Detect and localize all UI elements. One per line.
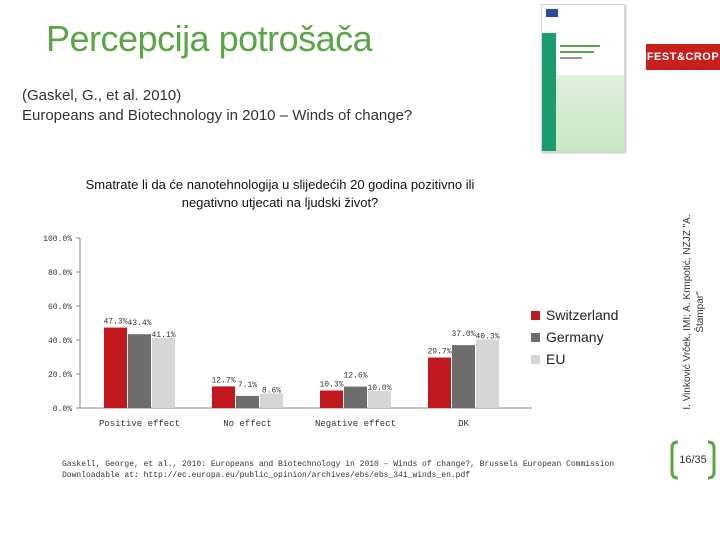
bar-germany [236,395,259,408]
y-tick-label: 80.0% [48,269,72,278]
legend-swatch-eu [531,355,540,364]
data-label: 29.7% [427,348,451,357]
bar-switzerland [104,327,127,408]
y-tick-label: 40.0% [48,337,72,346]
right-sidebar [668,0,720,540]
data-label: 43.4% [127,319,151,328]
y-tick-label: 0.0% [53,405,72,414]
data-label: 7.1% [238,381,257,390]
data-label: 40.3% [475,332,499,341]
bar-eu [368,391,391,408]
legend-swatch-germany [531,333,540,342]
legend-label-germany: Germany [546,329,604,345]
category-label: No effect [223,419,272,429]
y-tick-label: 60.0% [48,303,72,312]
bar-eu [152,338,175,408]
page-bracket-icon [670,440,716,480]
data-label: 10.3% [319,380,343,389]
bar-eu [476,339,499,408]
bar-germany [344,386,367,408]
slide-title: Percepcija potrošača [46,18,373,59]
page-number: 16/35 [668,438,718,482]
footer-source: Gaskell, George, et al., 2010: Europeans… [62,459,614,481]
legend-label-switzerland: Switzerland [546,307,618,323]
y-tick-label: 20.0% [48,371,72,380]
bar-switzerland [428,357,451,408]
page-number-text: 16/35 [679,454,707,466]
footer-reference: Gaskell, George, et al., 2010: Europeans… [62,460,615,469]
category-label: Positive effect [99,419,180,429]
bar-eu [260,393,283,408]
legend-label-eu: EU [546,351,565,367]
bar-germany [452,345,475,408]
source-citation: (Gaskel, G., et al. 2010) Europeans and … [22,86,412,126]
data-label: 10.0% [367,384,391,393]
data-label: 41.1% [151,331,175,340]
data-label: 12.6% [343,372,367,381]
data-label: 47.3% [103,318,127,327]
data-label: 8.6% [262,386,281,395]
category-label: DK [458,419,469,429]
citation-title: Europeans and Biotechnology in 2010 – Wi… [22,107,413,124]
bar-switzerland [320,390,343,408]
data-label: 12.7% [211,376,235,385]
legend-swatch-switzerland [531,311,540,320]
fest-crop-logo: FEST&CROP [646,44,720,70]
bar-switzerland [212,386,235,408]
citation-authors: (Gaskel, G., et al. 2010) [22,87,182,104]
data-label: 37.0% [451,330,475,339]
eu-flag-icon [546,9,558,17]
report-cover-image [541,4,625,152]
category-label: Negative effect [315,419,396,429]
bar-germany [128,334,151,408]
chart-title: Smatrate li da će nanotehnologija u slij… [85,177,475,210]
y-tick-label: 100.0% [43,235,72,244]
footer-download-link[interactable]: Downloadable at: http://ec.europa.eu/pub… [62,471,471,480]
